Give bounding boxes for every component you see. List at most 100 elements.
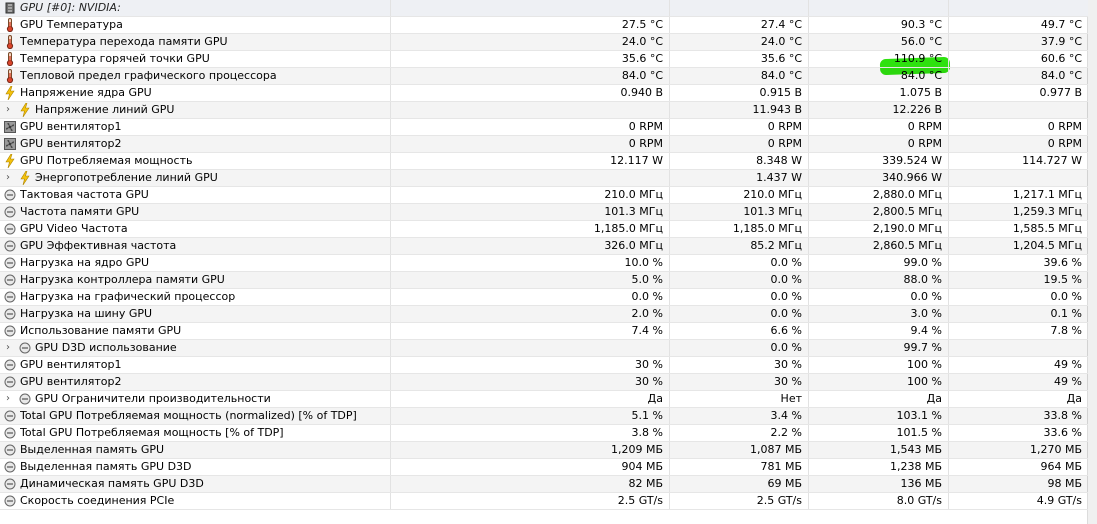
max-value: 1.075 В [808,85,948,101]
clock-icon [4,273,16,287]
sensor-name-cell: Нагрузка на шину GPU [0,306,390,322]
current-value: 0.0 % [390,289,669,305]
chevron-right-icon[interactable]: › [6,342,10,353]
chevron-right-icon[interactable]: › [6,172,10,183]
sensor-name-cell: Total GPU Потребляемая мощность [% of TD… [0,425,390,441]
clock-icon [4,426,16,440]
current-value: 0 RPM [390,119,669,135]
sensor-row[interactable]: Температура горячей точки GPU 35.6 °C 35.6… [0,51,1088,68]
sensor-name-cell: Температура перехода памяти GPU [0,34,390,50]
sensor-name-cell: Тепловой предел графического процессора [0,68,390,84]
max-value: 110.9 °C [808,51,948,67]
clock-icon [4,205,16,219]
sensor-row[interactable]: Тепловой предел графического процессора 8… [0,68,1088,85]
sensor-name-cell: Нагрузка на графический процессор [0,289,390,305]
sensor-label: Использование памяти GPU [20,324,182,337]
clock-icon [4,409,16,423]
sensor-row[interactable]: GPU вентилятор2 0 RPM 0 RPM 0 RPM 0 RPM [0,136,1088,153]
average-value: 49.7 °C [948,17,1088,33]
min-value: 0.0 % [669,306,808,322]
group-title: GPU [#0]: NVIDIA: [20,1,121,14]
sensor-row[interactable]: Скорость соединения PCIe 2.5 GT/s 2.5 GT/s… [0,493,1088,510]
sensor-row[interactable]: Частота памяти GPU 101.3 МГц 101.3 МГц 2,80… [0,204,1088,221]
min-value: 85.2 МГц [669,238,808,254]
sensor-row[interactable]: Выделенная память GPU D3D 904 МБ 781 МБ 1,2… [0,459,1088,476]
sensor-row[interactable]: Нагрузка на графический процессор 0.0 % 0.… [0,289,1088,306]
gpu-group-header[interactable]: GPU [#0]: NVIDIA: [0,0,1088,17]
header-col-1 [390,0,669,16]
sensor-table: GPU [#0]: NVIDIA: GPU Температура 27.5 °C… [0,0,1088,510]
sensor-name-cell: Нагрузка контроллера памяти GPU [0,272,390,288]
current-value: 24.0 °C [390,34,669,50]
min-value: 1,087 МБ [669,442,808,458]
current-value: 2.5 GT/s [390,493,669,509]
clock-icon [4,494,16,508]
current-value: 10.0 % [390,255,669,271]
sensor-row[interactable]: › GPU Ограничители производительности Да Не… [0,391,1088,408]
min-value: 11.943 В [669,102,808,118]
max-value: 99.7 % [808,340,948,356]
vertical-scrollbar[interactable] [1087,0,1097,524]
min-value: Нет [669,391,808,407]
sensor-row[interactable]: Total GPU Потребляемая мощность (normali… [0,408,1088,425]
sensor-name-cell: GPU Потребляемая мощность [0,153,390,169]
sensor-row[interactable]: › Напряжение линий GPU 11.943 В 12.226 В [0,102,1088,119]
max-value: 3.0 % [808,306,948,322]
sensor-label: Динамическая память GPU D3D [20,477,204,490]
chevron-right-icon[interactable]: › [6,104,10,115]
sensor-row[interactable]: Использование памяти GPU 7.4 % 6.6 % 9.4 % 7… [0,323,1088,340]
current-value: 82 МБ [390,476,669,492]
max-value: 0 RPM [808,119,948,135]
sensor-label: Тактовая частота GPU [20,188,149,201]
sensor-row[interactable]: GPU вентилятор2 30 % 30 % 100 % 49 % [0,374,1088,391]
sensor-row[interactable]: Напряжение ядра GPU 0.940 В 0.915 В 1.075 В… [0,85,1088,102]
current-value: 101.3 МГц [390,204,669,220]
sensor-row[interactable]: GPU Температура 27.5 °C 27.4 °C 90.3 °C 49.7… [0,17,1088,34]
min-value: 30 % [669,374,808,390]
clock-icon [4,460,16,474]
sensor-row[interactable]: Нагрузка на ядро GPU 10.0 % 0.0 % 99.0 % 39.… [0,255,1088,272]
chevron-right-icon[interactable]: › [6,393,10,404]
thermometer-icon [4,69,16,83]
thermometer-icon [4,35,16,49]
min-value: 24.0 °C [669,34,808,50]
clock-icon [4,358,16,372]
sensor-row[interactable]: GPU вентилятор1 0 RPM 0 RPM 0 RPM 0 RPM [0,119,1088,136]
sensor-row[interactable]: Выделенная память GPU 1,209 МБ 1,087 МБ 1,5… [0,442,1088,459]
sensor-row[interactable]: Total GPU Потребляемая мощность [% of TD… [0,425,1088,442]
thermometer-icon [4,18,16,32]
sensor-row[interactable]: › Энергопотребление линий GPU 1.437 W 340.9… [0,170,1088,187]
average-value: 1,585.5 МГц [948,221,1088,237]
sensor-row[interactable]: GPU вентилятор1 30 % 30 % 100 % 49 % [0,357,1088,374]
sensor-row[interactable]: › GPU D3D использование 0.0 % 99.7 % [0,340,1088,357]
average-value: 7.8 % [948,323,1088,339]
average-value: 33.8 % [948,408,1088,424]
max-value: 1,238 МБ [808,459,948,475]
sensor-row[interactable]: Нагрузка контроллера памяти GPU 5.0 % 0.0 … [0,272,1088,289]
current-value: 0.940 В [390,85,669,101]
sensor-row[interactable]: GPU Video Частота 1,185.0 МГц 1,185.0 МГц 2… [0,221,1088,238]
sensor-row[interactable]: Динамическая память GPU D3D 82 МБ 69 МБ 136… [0,476,1088,493]
min-value: 0.0 % [669,272,808,288]
current-value: 12.117 W [390,153,669,169]
sensor-row[interactable]: Нагрузка на шину GPU 2.0 % 0.0 % 3.0 % 0.1 % [0,306,1088,323]
max-value: 99.0 % [808,255,948,271]
sensor-label: GPU вентилятор1 [20,120,122,133]
sensor-row[interactable]: Тактовая частота GPU 210.0 МГц 210.0 МГц 2,… [0,187,1088,204]
sensor-row[interactable]: GPU Эффективная частота 326.0 МГц 85.2 МГц… [0,238,1088,255]
average-value: 37.9 °C [948,34,1088,50]
clock-icon [4,239,16,253]
average-value: 1,259.3 МГц [948,204,1088,220]
current-value: 210.0 МГц [390,187,669,203]
lightning-icon [4,154,16,168]
lightning-icon [4,86,16,100]
average-value: 114.727 W [948,153,1088,169]
sensor-row[interactable]: Температура перехода памяти GPU 24.0 °C 24… [0,34,1088,51]
sensor-label: Выделенная память GPU [20,443,165,456]
sensor-name-cell: Выделенная память GPU [0,442,390,458]
sensor-row[interactable]: GPU Потребляемая мощность 12.117 W 8.348 W… [0,153,1088,170]
max-value: 0 RPM [808,136,948,152]
current-value: 326.0 МГц [390,238,669,254]
max-value: 2,860.5 МГц [808,238,948,254]
average-value: 33.6 % [948,425,1088,441]
